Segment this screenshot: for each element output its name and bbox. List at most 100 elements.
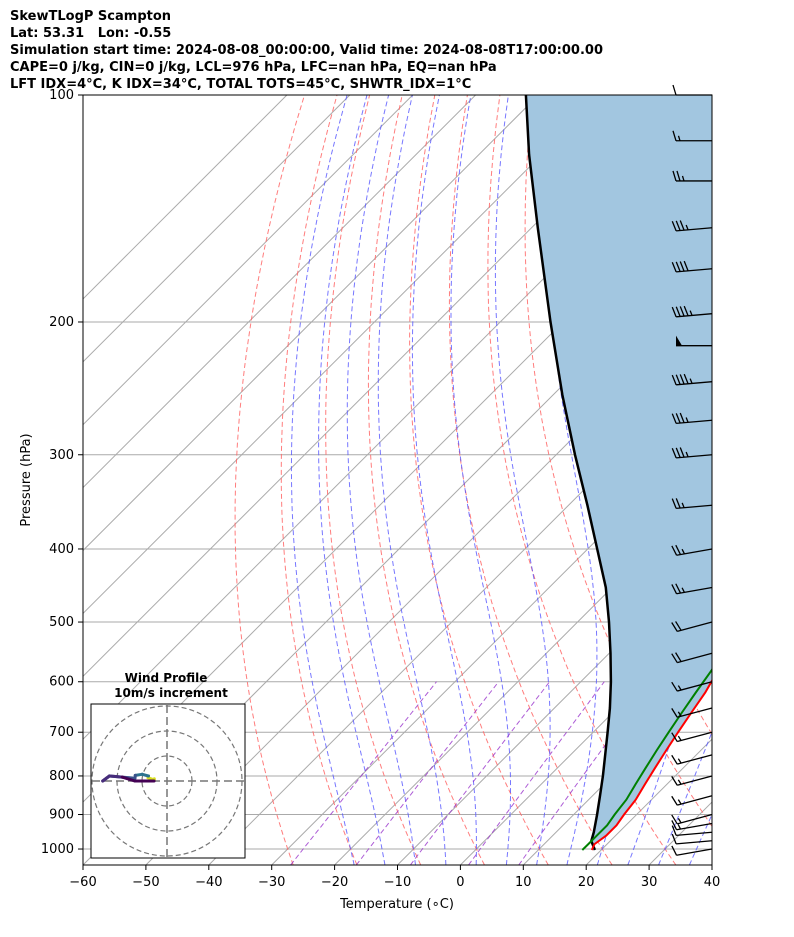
wind-barb bbox=[671, 731, 713, 743]
barb-feather bbox=[675, 583, 682, 594]
barb-shaft bbox=[677, 795, 713, 806]
barb-feather bbox=[671, 653, 678, 663]
barb-shaft bbox=[676, 381, 713, 386]
barb-half-feather bbox=[681, 175, 685, 182]
barb-feather bbox=[675, 306, 681, 317]
barb-feather bbox=[671, 261, 677, 273]
x-tick-label: 40 bbox=[704, 875, 721, 890]
barb-shaft bbox=[676, 419, 713, 425]
barb-feather bbox=[679, 374, 685, 385]
barb-half-feather bbox=[681, 502, 685, 508]
x-tick-label: 30 bbox=[641, 875, 658, 890]
moist-adiabat bbox=[377, 95, 447, 865]
hodograph-trace bbox=[101, 772, 156, 783]
dry-adiabat bbox=[448, 95, 613, 865]
barb-feather bbox=[671, 825, 677, 836]
x-tick-label: 10 bbox=[515, 875, 532, 890]
barb-feather bbox=[671, 814, 678, 825]
axes: −60 −50 −40 −30 −20 −10 0 10 20 30 40 100 200 300 400 5… bbox=[41, 88, 720, 890]
barb-shaft bbox=[676, 848, 713, 856]
isotherm bbox=[83, 95, 539, 552]
barb-feather bbox=[675, 447, 681, 458]
wind-barb bbox=[671, 373, 713, 386]
wind-barb bbox=[671, 775, 713, 786]
mixing-ratio-line bbox=[355, 681, 499, 865]
wind-barb bbox=[672, 130, 712, 142]
wind-barb bbox=[671, 681, 713, 692]
barb-pennant bbox=[676, 335, 682, 346]
wind-barb bbox=[671, 825, 713, 837]
mixing-ratio-line bbox=[290, 681, 437, 865]
title-line-indices: CAPE=0 j/kg, CIN=0 j/kg, LCL=976 hPa, LF… bbox=[10, 60, 497, 75]
barb-feather bbox=[676, 170, 681, 182]
wind-barb bbox=[671, 813, 713, 825]
wind-barbs bbox=[671, 84, 713, 856]
wind-barb bbox=[671, 305, 713, 318]
wind-barb bbox=[671, 498, 713, 510]
barb-feather bbox=[671, 413, 677, 424]
isotherm bbox=[83, 95, 414, 426]
chart-title-block: SkewTLogP Scampton Lat: 53.31 Lon: -0.55… bbox=[10, 8, 603, 93]
barb-feather bbox=[671, 708, 678, 718]
isotherm bbox=[83, 95, 351, 363]
wind-barb bbox=[671, 583, 713, 595]
barb-shaft bbox=[677, 621, 713, 632]
y-axis-label: Pressure (hPa) bbox=[19, 433, 34, 526]
barb-half-feather bbox=[685, 417, 689, 423]
title-line-times: Simulation start time: 2024-08-08_00:00:… bbox=[10, 43, 603, 58]
barb-half-feather bbox=[677, 135, 681, 141]
isotherm bbox=[83, 95, 288, 300]
dry-adiabat bbox=[234, 95, 305, 865]
barb-feather bbox=[675, 374, 681, 385]
barb-half-feather bbox=[689, 378, 693, 384]
barb-half-feather bbox=[677, 758, 682, 764]
isotherm bbox=[711, 864, 712, 865]
x-tick-label: −10 bbox=[384, 875, 411, 890]
barb-shaft bbox=[677, 681, 713, 692]
barb-feather bbox=[679, 261, 685, 272]
barb-half-feather bbox=[677, 685, 682, 691]
barb-half-feather bbox=[677, 818, 682, 824]
barb-half-feather bbox=[677, 711, 682, 717]
barb-feather bbox=[672, 84, 677, 96]
moist-adiabat bbox=[658, 730, 712, 865]
barb-half-feather bbox=[677, 735, 682, 741]
y-tick-label: 500 bbox=[49, 615, 74, 630]
barb-feather bbox=[675, 220, 681, 231]
wind-barb bbox=[671, 260, 713, 273]
barb-feather bbox=[671, 584, 678, 595]
barb-feather bbox=[675, 652, 682, 662]
barb-feather bbox=[675, 498, 681, 509]
barb-feather bbox=[671, 622, 678, 632]
x-tick-label: 0 bbox=[456, 875, 464, 890]
x-tick-label: 20 bbox=[578, 875, 595, 890]
barb-shaft bbox=[677, 775, 713, 786]
barb-shaft bbox=[677, 707, 713, 718]
hodograph-segment bbox=[120, 775, 137, 783]
barb-feather bbox=[671, 447, 677, 459]
parcel-line bbox=[524, 95, 613, 851]
y-tick-label: 700 bbox=[49, 725, 74, 740]
x-tick-label: −60 bbox=[69, 875, 96, 890]
barb-shaft bbox=[676, 822, 713, 831]
dry-adiabat bbox=[761, 95, 794, 865]
y-tick-label: 300 bbox=[49, 448, 74, 463]
barb-shaft bbox=[677, 754, 713, 765]
barb-feather bbox=[679, 306, 685, 317]
dry-adiabat bbox=[280, 95, 358, 865]
y-tick-label: 1000 bbox=[41, 842, 74, 857]
hodograph-title: Wind Profile bbox=[125, 671, 208, 685]
barb-shaft bbox=[676, 586, 713, 595]
barb-feather bbox=[679, 447, 685, 458]
barb-shaft bbox=[676, 548, 713, 556]
isotherm bbox=[271, 423, 712, 865]
isotherm bbox=[145, 298, 712, 865]
isotherm bbox=[83, 95, 476, 489]
barb-shaft bbox=[676, 454, 713, 459]
barb-feather bbox=[683, 260, 689, 272]
x-tick-label: −30 bbox=[258, 875, 285, 890]
isotherm bbox=[83, 95, 602, 615]
barb-feather bbox=[675, 544, 682, 555]
barb-feather bbox=[675, 261, 681, 272]
wind-barb bbox=[671, 621, 713, 632]
